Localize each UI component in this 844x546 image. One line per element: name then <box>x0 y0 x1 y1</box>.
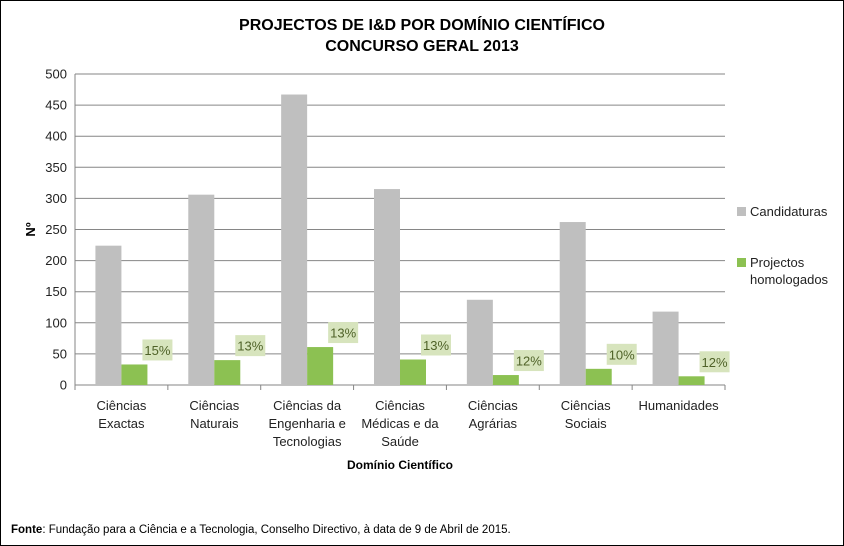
data-label: 15% <box>144 343 170 358</box>
legend-label-line-1: Projectos <box>750 255 805 270</box>
x-tick-label: Médicas e da <box>361 416 439 431</box>
data-label-box <box>235 335 266 357</box>
legend: Candidaturas Projectos homologados <box>737 203 828 322</box>
x-tick-label: Ciências <box>468 398 518 413</box>
x-tick-label: Ciências <box>375 398 425 413</box>
x-tick-label: Ciências <box>96 398 146 413</box>
y-tick-label: 100 <box>45 315 67 330</box>
y-tick-label: 200 <box>45 253 67 268</box>
chart-title-line-2: CONCURSO GERAL 2013 <box>325 38 519 55</box>
y-tick-label: 50 <box>53 346 67 361</box>
y-tick-label: 0 <box>60 378 67 393</box>
x-tick-label: Engenharia e <box>268 416 345 431</box>
data-label-box <box>421 334 451 356</box>
x-tick-label: Sociais <box>565 416 607 431</box>
chart-title: PROJECTOS DE I&D POR DOMÍNIO CIENTÍFICO … <box>0 15 844 57</box>
legend-item-candidaturas: Candidaturas <box>737 203 828 220</box>
source-text: : Fundação para a Ciência e a Tecnologia… <box>42 524 511 536</box>
bar-candidaturas <box>652 311 679 385</box>
legend-swatch-candidaturas <box>737 207 746 216</box>
bar-candidaturas <box>374 189 400 385</box>
legend-label-line-2: homologados <box>750 272 829 287</box>
x-tick-label: Exactas <box>98 416 145 431</box>
bar-projectos-homologados <box>307 347 334 385</box>
bar-projectos-homologados <box>400 359 426 385</box>
x-tick-label: Ciências <box>189 398 239 413</box>
chart-title-line-1: PROJECTOS DE I&D POR DOMÍNIO CIENTÍFICO <box>239 17 605 34</box>
legend-item-projectos-homologados: Projectos homologados <box>737 254 828 288</box>
x-axis-title: Domínio Científico <box>347 458 453 472</box>
x-tick-label: Naturais <box>190 416 239 431</box>
data-label: 13% <box>237 339 263 354</box>
x-tick-label: Agrárias <box>469 416 518 431</box>
bar-projectos-homologados <box>214 360 241 385</box>
bar-projectos-homologados <box>678 376 705 385</box>
legend-swatch-projectos-homologados <box>737 258 746 267</box>
data-label-box <box>142 339 173 361</box>
bar-projectos-homologados <box>492 375 519 385</box>
legend-label-candidaturas: Candidaturas <box>750 204 828 219</box>
data-label-box <box>699 351 730 373</box>
y-tick-label: 300 <box>45 191 67 206</box>
y-tick-label: 400 <box>45 129 67 144</box>
data-label: 13% <box>330 326 356 341</box>
y-axis-title: Nº <box>23 222 38 236</box>
x-tick-label: Ciências da <box>273 398 342 413</box>
x-tick-label: Saúde <box>381 434 419 449</box>
data-label: 10% <box>609 347 635 362</box>
source-label: Fonte <box>11 524 43 536</box>
data-label-box <box>606 343 637 365</box>
bar-projectos-homologados <box>121 364 148 385</box>
y-tick-label: 250 <box>45 222 67 237</box>
source-note: Fonte: Fundação para a Ciência e a Tecno… <box>11 524 511 536</box>
y-tick-label: 150 <box>45 284 67 299</box>
x-tick-label: Humanidades <box>638 398 719 413</box>
data-label: 12% <box>702 355 728 370</box>
data-label-box <box>328 322 359 344</box>
y-tick-label: 350 <box>45 160 67 175</box>
bar-projectos-homologados <box>585 368 612 385</box>
x-tick-label: Tecnologias <box>273 434 342 449</box>
y-tick-label: 500 <box>45 67 67 82</box>
y-tick-label: 450 <box>45 98 67 113</box>
data-label: 13% <box>423 338 449 353</box>
bar-candidaturas <box>188 194 215 385</box>
bar-candidaturas <box>466 299 493 385</box>
bar-candidaturas <box>559 222 586 385</box>
bar-candidaturas <box>95 245 122 385</box>
data-label: 12% <box>516 354 542 369</box>
bar-candidaturas <box>281 94 308 385</box>
x-tick-label: Ciências <box>561 398 611 413</box>
data-label-box <box>513 350 544 372</box>
